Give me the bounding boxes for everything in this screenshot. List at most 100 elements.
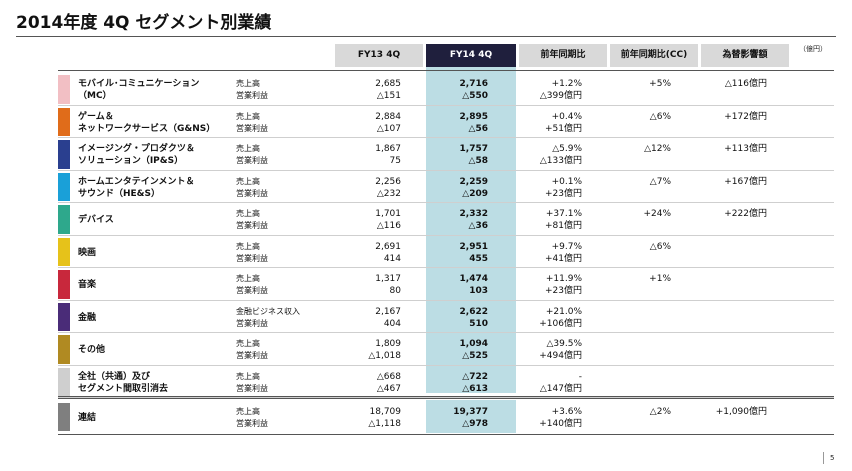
yoy-op-income: △147億円 [539,383,582,394]
page-number: 5 [830,454,835,462]
fy14-op-income: △209 [462,188,488,199]
segment-color-bar [58,140,70,169]
segment-color-bar [58,302,70,331]
segment-name: 音楽 [78,280,97,290]
segment-color-bar [58,403,70,431]
yoy-op-income: +140億円 [539,419,582,429]
fy14-op-income: △56 [468,123,488,134]
fy13-sales: 2,167 [375,306,401,317]
segment-color-bar [58,367,70,396]
fx-impact: +113億円 [724,144,767,154]
header-yoy-cc: 前年同期比(CC) [610,44,698,67]
row-divider [58,105,834,106]
row-label-sales: 売上高 [236,407,260,416]
fx-impact: +222億円 [724,209,767,219]
row-label-op-income: 営業利益 [236,123,268,133]
row-label-sales: 売上高 [236,79,260,88]
segment-name: モバイル･コミュニケーション [78,79,200,89]
fy13-op-income: △467 [376,383,401,394]
row-label-sales: 売上高 [236,176,260,186]
fy14-sales: 2,951 [459,241,488,252]
segment-name-line2: ソリューション（IP&S） [78,156,184,166]
segment-color-bar [58,107,70,136]
yoy-sales: +0.4% [551,111,582,122]
header-fy14: FY14 4Q [426,44,516,67]
yoy-sales: +11.9% [545,274,582,284]
fy14-op-income: △613 [462,383,488,394]
fy14-op-income: △978 [462,419,488,429]
fy14-op-income: △525 [462,351,488,361]
fx-impact: +1,090億円 [715,407,767,417]
fy14-sales: 2,259 [459,176,488,187]
title-divider [16,36,836,37]
yoy-sales: - [578,371,582,382]
table-top-rule [58,70,834,71]
fy13-op-income: 404 [383,318,401,329]
row-label-sales: 売上高 [236,371,260,381]
fy13-op-income: 414 [383,253,401,264]
row-label-op-income: 営業利益 [236,91,268,100]
fy13-op-income: △1,018 [368,351,401,361]
yoy-op-income: +494億円 [539,351,582,361]
yoy-op-income: +106億円 [539,318,582,329]
fy14-total-highlight [426,400,516,433]
segment-name-line2: ネットワークサービス（G&NS） [78,123,216,134]
segment-name: 連結 [78,413,97,423]
row-divider [58,300,834,301]
fy13-op-income: △107 [376,123,401,134]
fy13-sales: 2,685 [375,79,401,89]
yoy-sales: +0.1% [551,176,582,187]
row-label-sales: 売上高 [236,339,260,348]
yoy-sales: △39.5% [546,339,582,349]
segment-name-line2: （MC） [78,91,112,101]
fy13-sales: 2,884 [375,111,401,122]
yoy-cc: △7% [649,176,671,187]
fy13-op-income: △232 [376,188,401,199]
row-label-op-income: 営業利益 [236,156,268,165]
fy13-op-income: △116 [376,221,401,231]
yoy-cc: △12% [644,144,671,154]
yoy-cc: △6% [649,111,671,122]
fy14-sales: 1,094 [459,339,488,349]
total-top-rule [58,396,834,397]
row-label-op-income: 営業利益 [236,188,268,198]
row-label-op-income: 営業利益 [236,286,268,295]
yoy-sales: +9.7% [551,241,582,252]
segment-name: デバイス [78,215,114,225]
segment-name: その他 [78,345,106,355]
page-number-divider [823,452,824,464]
header-fy13: FY13 4Q [335,44,423,67]
row-label-op-income: 営業利益 [236,351,268,360]
fy13-op-income: △1,118 [368,419,401,429]
row-divider [58,235,834,236]
page-title: 2014年度 4Q セグメント別業績 [16,13,272,33]
fy14-sales: 1,474 [459,274,488,284]
fy13-sales: 1,317 [375,274,401,284]
yoy-sales: +3.6% [551,407,582,417]
row-label-op-income: 営業利益 [236,419,268,428]
row-divider [58,365,834,366]
fy13-sales: 1,867 [375,144,401,154]
row-label-op-income: 営業利益 [236,221,268,230]
fy13-sales: 1,809 [375,339,401,349]
fy13-op-income: 75 [389,156,401,166]
fy14-column-highlight [426,67,516,393]
fy14-sales: 19,377 [453,407,488,417]
fy14-op-income: △58 [468,156,488,166]
segment-color-bar [58,205,70,234]
fy14-sales: 2,895 [459,111,488,122]
yoy-cc: +1% [649,274,671,284]
fx-impact: +167億円 [724,176,767,187]
fy14-op-income: 455 [469,253,488,264]
row-divider [58,137,834,138]
segment-color-bar [58,335,70,364]
yoy-cc: △6% [649,241,671,252]
yoy-sales: +21.0% [545,306,582,317]
fy14-op-income: △36 [468,221,488,231]
fy14-sales: △722 [462,371,488,382]
yoy-op-income: +23億円 [545,188,582,199]
segment-color-bar [58,75,70,104]
yoy-op-income: +81億円 [545,221,582,231]
segment-name-line2: サウンド（HE&S） [78,188,161,199]
fy14-sales: 2,622 [459,306,488,317]
